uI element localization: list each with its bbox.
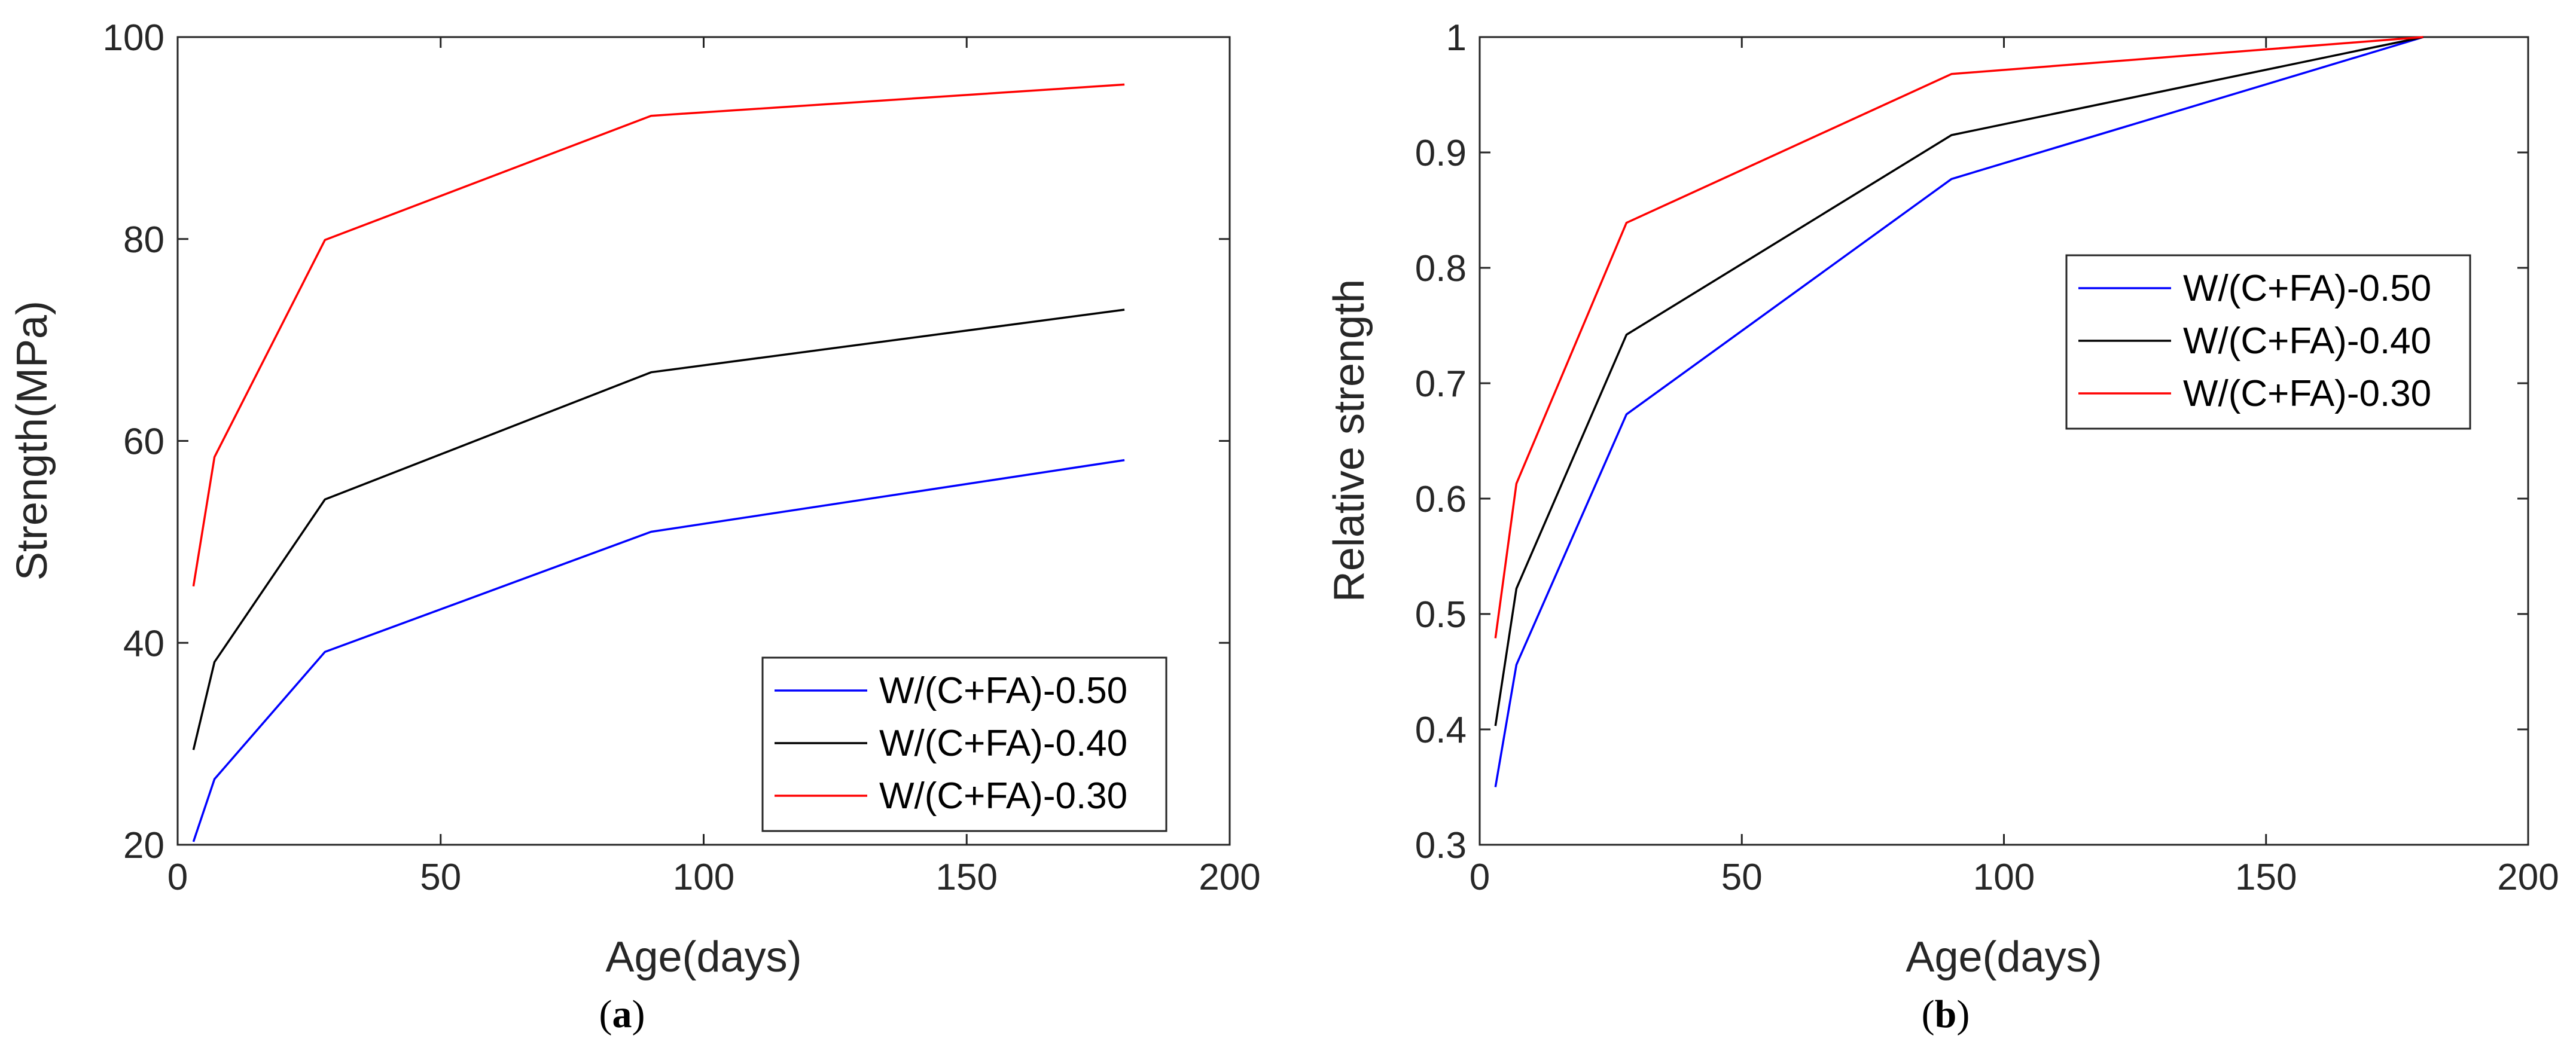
- caption-letter: b: [1935, 992, 1957, 1036]
- y-axis-title: Strength(MPa): [8, 301, 56, 581]
- legend: W/(C+FA)-0.50 W/(C+FA)-0.40 W/(C+FA)-0.30: [761, 656, 1167, 832]
- legend-box: [2065, 254, 2471, 430]
- legend-label-3: W/(C+FA)-0.30: [879, 775, 1127, 817]
- y-axis-title: Relative strength: [1325, 279, 1373, 602]
- plot-area-frame: [1478, 36, 2529, 846]
- x-tick-label: 50: [1721, 857, 1763, 898]
- y-tick-label: 0.3: [1415, 825, 1467, 866]
- y-tick-label: 0.9: [1415, 133, 1467, 174]
- y-tick-label: 0.7: [1415, 363, 1467, 405]
- x-tick-label: 50: [420, 857, 461, 898]
- x-tick-label: 100: [673, 857, 734, 898]
- panel-caption: (a): [599, 992, 645, 1036]
- x-tick-label: 200: [2497, 857, 2559, 898]
- caption-paren-open: (: [599, 992, 612, 1036]
- caption-paren-close: ): [632, 992, 645, 1036]
- legend-label-2: W/(C+FA)-0.40: [2183, 320, 2431, 362]
- y-tick-label: 20: [123, 825, 164, 866]
- chart-panel-a: 0 50 100 150 200 20 40 60 80 100 Age(days) Strength…: [8, 17, 1261, 1036]
- y-tick-label: 1: [1446, 17, 1467, 59]
- caption-paren-open: (: [1922, 992, 1935, 1036]
- x-tick-label: 100: [1973, 857, 2035, 898]
- y-tick-label: 0.8: [1415, 248, 1467, 289]
- series-line-1: [192, 459, 1125, 842]
- x-axis-title: Age(days): [605, 933, 801, 981]
- x-tick-label: 200: [1199, 857, 1260, 898]
- y-tick-label: 0.6: [1415, 479, 1467, 520]
- series-line-3: [1494, 36, 2423, 639]
- y-tick-label: 60: [123, 421, 164, 463]
- caption-letter: a: [612, 992, 632, 1036]
- chart-panel-b: 0 50 100 150 200 0.3 0.4 0.5 0.6 0.7 0.8 0.9 1 Age(da…: [1325, 17, 2559, 1036]
- x-tick-label: 150: [2235, 857, 2297, 898]
- y-tick-label: 80: [123, 219, 164, 261]
- y-tick-label: 0.4: [1415, 710, 1467, 751]
- legend-label-3: W/(C+FA)-0.30: [2183, 373, 2431, 414]
- caption-paren-close: ): [1956, 992, 1970, 1036]
- series-line-2: [1494, 36, 2424, 726]
- x-tick-label: 0: [167, 857, 188, 898]
- legend-label-1: W/(C+FA)-0.50: [2183, 268, 2431, 309]
- x-axis-title: Age(days): [1906, 933, 2102, 981]
- legend: W/(C+FA)-0.50 W/(C+FA)-0.40 W/(C+FA)-0.30: [2065, 254, 2471, 430]
- y-tick-label: 100: [103, 17, 164, 59]
- legend-box: [761, 656, 1167, 832]
- series-line-1: [1494, 36, 2424, 787]
- legend-label-2: W/(C+FA)-0.40: [879, 723, 1127, 764]
- y-tick-label: 0.5: [1415, 594, 1467, 636]
- x-tick-label: 0: [1470, 857, 1490, 898]
- legend-label-1: W/(C+FA)-0.50: [879, 670, 1127, 711]
- series-line-3: [192, 83, 1125, 586]
- panel-caption: (b): [1922, 992, 1970, 1036]
- series-line-2: [192, 308, 1125, 750]
- x-tick-label: 150: [936, 857, 998, 898]
- y-tick-label: 40: [123, 623, 164, 664]
